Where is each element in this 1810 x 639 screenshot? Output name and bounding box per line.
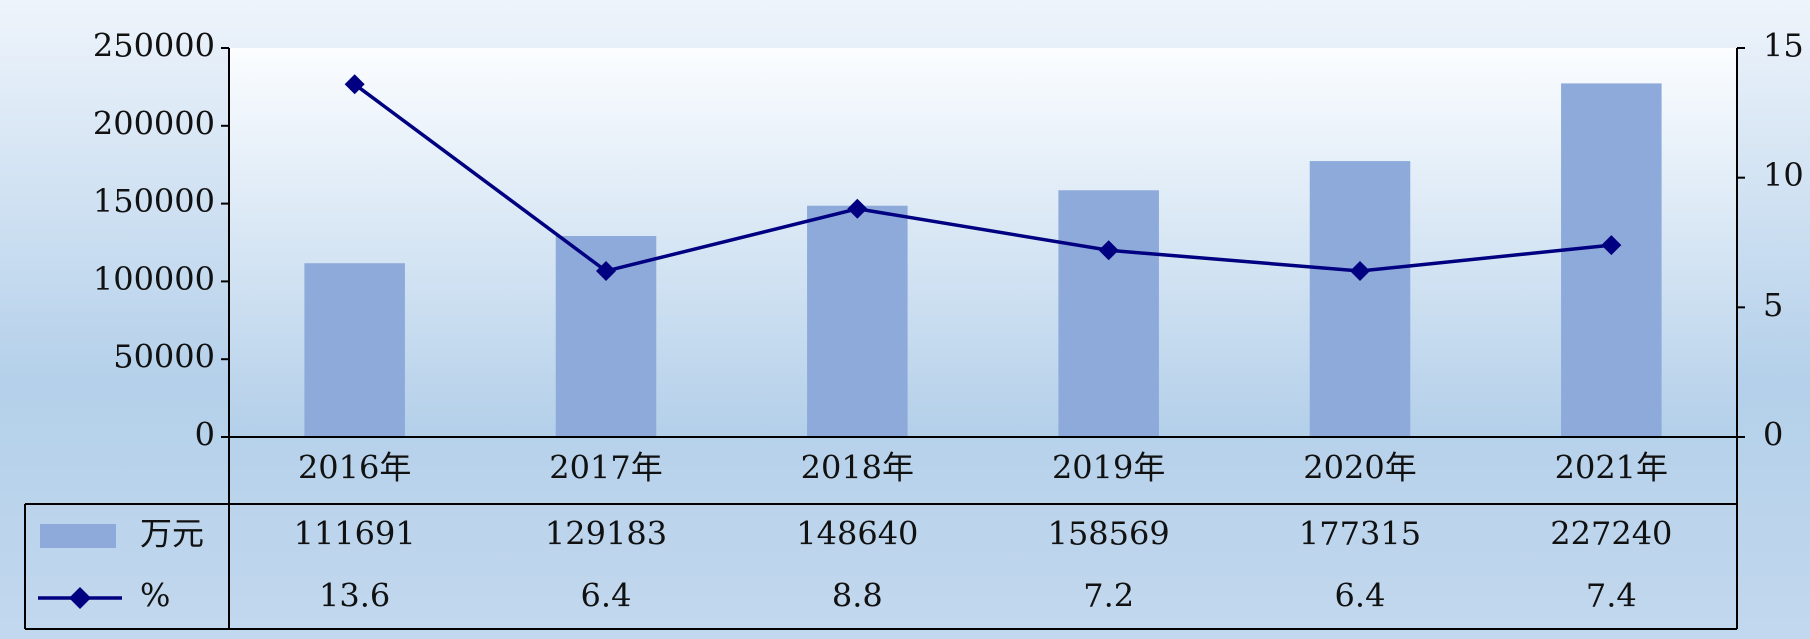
table-value: 129183 [545, 515, 667, 553]
table-value: 6.4 [1335, 577, 1386, 615]
y2-tick-label: 5 [1763, 286, 1783, 324]
x-tick-label: 2021年 [1555, 449, 1668, 487]
y2-tick-label: 15 [1763, 27, 1804, 65]
x-tick-label: 2020年 [1303, 449, 1416, 487]
bar [1058, 190, 1159, 437]
line [353, 82, 1612, 273]
x-tick-label: 2019年 [1052, 449, 1165, 487]
bar [304, 263, 405, 437]
table-value: 148640 [796, 515, 918, 553]
table-value: 227240 [1550, 515, 1672, 553]
marker [1601, 235, 1622, 256]
table-value: 111691 [294, 515, 416, 553]
x-tick-label: 2016年 [298, 449, 411, 487]
y-tick-label: 0 [195, 416, 215, 454]
table-value: 7.2 [1083, 577, 1134, 615]
plot-area [229, 48, 1737, 437]
table-value: 8.8 [832, 577, 883, 615]
marker [344, 74, 365, 95]
table-value: 158569 [1048, 515, 1170, 553]
table-value: 7.4 [1586, 577, 1637, 615]
bar [1309, 161, 1411, 438]
y2-tick-label: 0 [1763, 416, 1783, 454]
bar [807, 205, 908, 437]
bar [1561, 83, 1662, 438]
y-tick-label: 100000 [93, 260, 215, 298]
table-value: 6.4 [581, 577, 632, 615]
legend-label: 万元 [140, 515, 204, 553]
table-value: 177315 [1299, 515, 1421, 553]
y-tick-label: 200000 [93, 104, 215, 142]
x-tick-label: 2017年 [549, 449, 662, 487]
y-tick-label: 150000 [93, 182, 215, 220]
marker [596, 261, 616, 282]
y2-tick-label: 10 [1763, 156, 1804, 194]
table-value: 13.6 [319, 577, 390, 615]
y-tick-label: 250000 [93, 27, 215, 65]
legend-swatch [40, 524, 116, 548]
x-tick-label: 2018年 [801, 449, 914, 487]
marker [1350, 261, 1370, 282]
marker [847, 198, 868, 219]
y-tick-label: 50000 [113, 338, 215, 376]
legend-marker [69, 587, 91, 609]
marker [1098, 240, 1119, 261]
legend-label: % [140, 577, 170, 615]
